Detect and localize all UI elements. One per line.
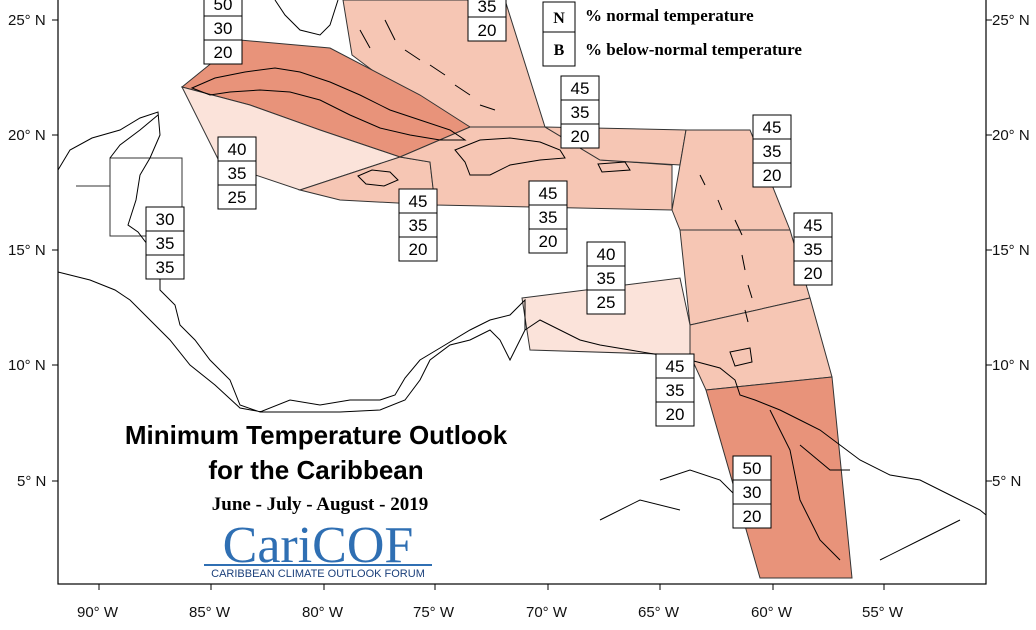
probability-boxes: 35 20 50 30 20 40 35 25 30 35 35: [145, 0, 833, 529]
prob-box-jamaica: 45 35 20: [398, 188, 438, 262]
logo-subtitle: CARIBBEAN CLIMATE OUTLOOK FORUM: [211, 568, 425, 580]
lon-label-55: 55° W: [862, 604, 904, 621]
prob-normal: 30: [214, 19, 233, 38]
prob-box-windward: 45 35 20: [793, 212, 833, 286]
prob-box-cuba: 50 30 20: [203, 0, 243, 65]
latitude-ticks: [52, 19, 992, 482]
prob-below: 25: [597, 293, 616, 312]
land-interior: [599, 409, 961, 561]
land-puerto-rico: [597, 161, 631, 173]
prob-above: 50: [743, 459, 762, 478]
prob-below: 20: [571, 127, 590, 146]
lat-label-15-left: 15° N: [8, 242, 46, 259]
caricof-logo: CariCOF CARIBBEAN CLIMATE OUTLOOK FORUM: [204, 517, 432, 580]
prob-normal: 30: [743, 483, 762, 502]
prob-normal: 35: [763, 142, 782, 161]
prob-normal: 35: [597, 269, 616, 288]
prob-normal: 35: [539, 208, 558, 227]
title-block: Minimum Temperature Outlook for the Cari…: [125, 420, 508, 515]
prob-box-bahamas: 35 20: [467, 0, 507, 42]
legend-letter-normal: N: [553, 10, 565, 27]
prob-normal: 35: [409, 216, 428, 235]
prob-above: 45: [539, 184, 558, 203]
prob-below: 20: [409, 240, 428, 259]
prob-normal: 35: [571, 103, 590, 122]
prob-below: 20: [743, 507, 762, 526]
prob-below: 35: [156, 258, 175, 277]
lat-label-25-left: 25° N: [8, 12, 46, 29]
legend-text-below: % below-normal temperature: [585, 40, 802, 59]
prob-above: 40: [228, 140, 247, 159]
land-outlines: [57, 0, 987, 561]
land-bahamas: [359, 19, 496, 111]
lon-label-75: 75° W: [413, 604, 455, 621]
land-cuba: [190, 67, 467, 141]
land-lesser-antilles: [699, 174, 753, 323]
prob-below: 20: [214, 43, 233, 62]
forecast-period: June - July - August - 2019: [212, 494, 428, 515]
lat-label-25-right: 25° N: [992, 12, 1030, 29]
prob-normal: 35: [478, 0, 497, 16]
prob-box-trinidad: 45 35 20: [655, 353, 695, 427]
land-trinidad: [729, 347, 753, 367]
latitude-labels: 25° N 20° N 15° N 10° N 5° N 25° N 20° N…: [8, 12, 1030, 490]
prob-box-guianas: 50 30 20: [732, 455, 772, 529]
lat-label-10-right: 10° N: [992, 357, 1030, 374]
land-jamaica: [357, 169, 399, 187]
prob-above: 45: [763, 118, 782, 137]
prob-box-hispaniola: 45 35 20: [528, 180, 568, 254]
land-florida: [274, 0, 339, 36]
prob-above: 40: [597, 245, 616, 264]
lat-label-5-right: 5° N: [992, 473, 1021, 490]
lat-label-20-right: 20° N: [992, 127, 1030, 144]
land-yucatan: [109, 114, 159, 159]
lat-label-20-left: 20° N: [8, 127, 46, 144]
prob-box-turks: 45 35 20: [560, 75, 600, 149]
prob-normal: 35: [156, 234, 175, 253]
prob-normal: 35: [804, 240, 823, 259]
prob-below: 20: [666, 405, 685, 424]
prob-below: 20: [804, 264, 823, 283]
lat-label-5-left: 5° N: [17, 473, 46, 490]
prob-below: 20: [763, 166, 782, 185]
prob-above: 45: [571, 79, 590, 98]
title-line-2: for the Caribbean: [208, 455, 423, 485]
prob-box-leeward: 45 35 20: [752, 114, 792, 188]
prob-below: 20: [478, 21, 497, 40]
land-hispaniola: [454, 137, 566, 176]
prob-normal: 35: [666, 381, 685, 400]
prob-box-cayman: 40 35 25: [217, 136, 257, 210]
prob-normal: 35: [228, 164, 247, 183]
prob-below: 25: [228, 188, 247, 207]
lon-label-90: 90° W: [77, 604, 119, 621]
lon-label-60: 60° W: [751, 604, 793, 621]
lat-label-10-left: 10° N: [8, 357, 46, 374]
legend: N B % normal temperature % below-normal …: [542, 1, 802, 67]
land-central-america: [57, 111, 526, 413]
land-south-america: [524, 319, 987, 516]
lon-label-80: 80° W: [302, 604, 344, 621]
prob-above: 50: [214, 0, 233, 14]
lon-label-65: 65° W: [638, 604, 680, 621]
prob-above: 45: [409, 192, 428, 211]
lon-label-85: 85° W: [189, 604, 231, 621]
title-line-1: Minimum Temperature Outlook: [125, 420, 508, 450]
legend-letter-below: B: [554, 42, 565, 59]
prob-above: 30: [156, 210, 175, 229]
forecast-regions: [76, 0, 853, 579]
longitude-ticks: [98, 584, 885, 590]
legend-text-normal: % normal temperature: [585, 6, 754, 25]
prob-box-abc: 40 35 25: [586, 241, 626, 315]
prob-box-belize: 30 35 35: [145, 206, 185, 280]
prob-below: 20: [539, 232, 558, 251]
lon-label-70: 70° W: [526, 604, 568, 621]
lat-label-15-right: 15° N: [992, 242, 1030, 259]
longitude-labels: 90° W 85° W 80° W 75° W 70° W 65° W 60° …: [77, 604, 904, 621]
prob-above: 45: [804, 216, 823, 235]
prob-above: 45: [666, 357, 685, 376]
